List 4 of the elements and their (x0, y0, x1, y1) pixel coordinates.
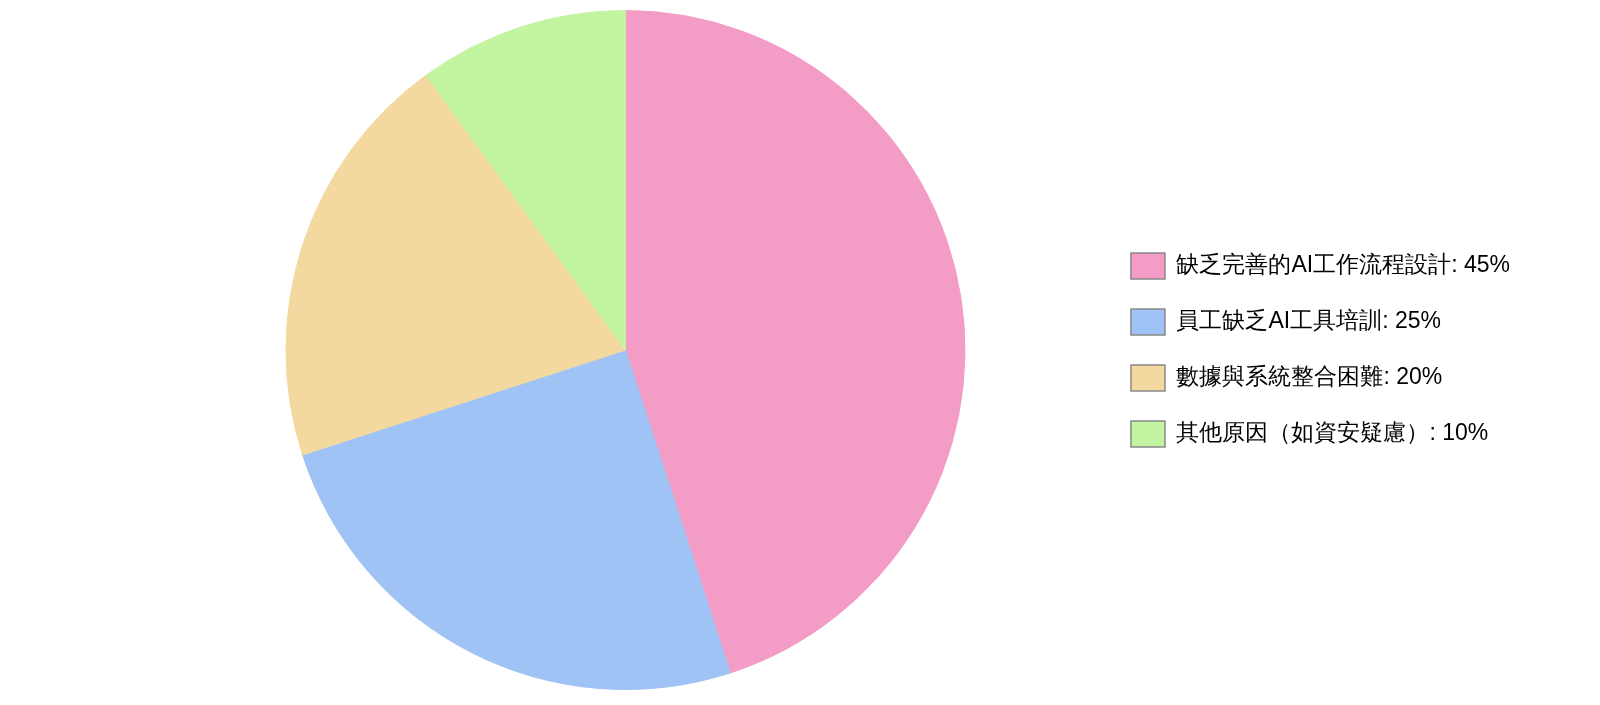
legend-label: 其他原因（如資安疑慮）: 10% (1176, 419, 1489, 446)
legend-label: 缺乏完善的AI工作流程設計: 45% (1176, 251, 1510, 278)
legend-label: 員工缺乏AI工具培訓: 25% (1176, 307, 1441, 334)
legend-label: 數據與系統整合困難: 20% (1176, 363, 1443, 390)
